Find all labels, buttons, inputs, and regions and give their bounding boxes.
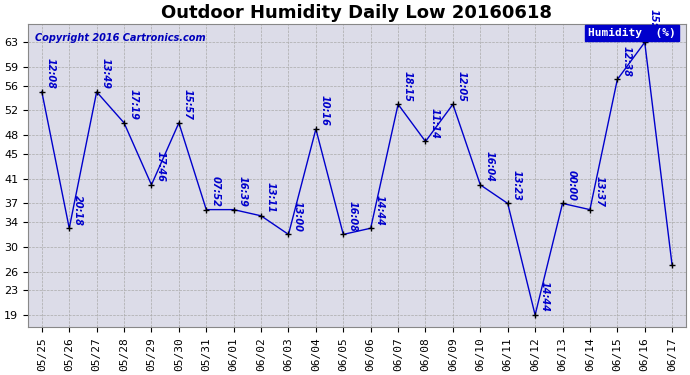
Text: Copyright 2016 Cartronics.com: Copyright 2016 Cartronics.com bbox=[34, 33, 206, 43]
Text: 00:00: 00:00 bbox=[566, 170, 577, 201]
Text: 07:52: 07:52 bbox=[210, 176, 220, 207]
Text: 16:08: 16:08 bbox=[348, 201, 357, 232]
Text: 15:03: 15:03 bbox=[649, 9, 659, 39]
Text: 11:14: 11:14 bbox=[430, 108, 440, 139]
Text: 17:46: 17:46 bbox=[156, 151, 166, 182]
Text: 20:18: 20:18 bbox=[73, 195, 83, 225]
Text: 16:39: 16:39 bbox=[238, 176, 248, 207]
Text: Humidity  (%): Humidity (%) bbox=[588, 28, 676, 38]
Text: 15:57: 15:57 bbox=[183, 89, 193, 120]
Title: Outdoor Humidity Daily Low 20160618: Outdoor Humidity Daily Low 20160618 bbox=[161, 4, 553, 22]
Text: 10:16: 10:16 bbox=[320, 95, 330, 126]
Text: 13:11: 13:11 bbox=[265, 182, 275, 213]
Text: 17:19: 17:19 bbox=[128, 89, 138, 120]
Text: 18:15: 18:15 bbox=[402, 70, 412, 102]
Text: 16:04: 16:04 bbox=[484, 151, 495, 182]
Text: 14:44: 14:44 bbox=[540, 281, 549, 312]
Text: 12:08: 12:08 bbox=[46, 58, 56, 89]
Text: 13:23: 13:23 bbox=[512, 170, 522, 201]
Text: 12:05: 12:05 bbox=[457, 70, 467, 102]
Text: 13:37: 13:37 bbox=[594, 176, 604, 207]
Text: 13:49: 13:49 bbox=[101, 58, 111, 89]
Text: 12:38: 12:38 bbox=[622, 46, 631, 77]
Text: 14:44: 14:44 bbox=[375, 195, 385, 225]
Text: 13:00: 13:00 bbox=[293, 201, 303, 232]
